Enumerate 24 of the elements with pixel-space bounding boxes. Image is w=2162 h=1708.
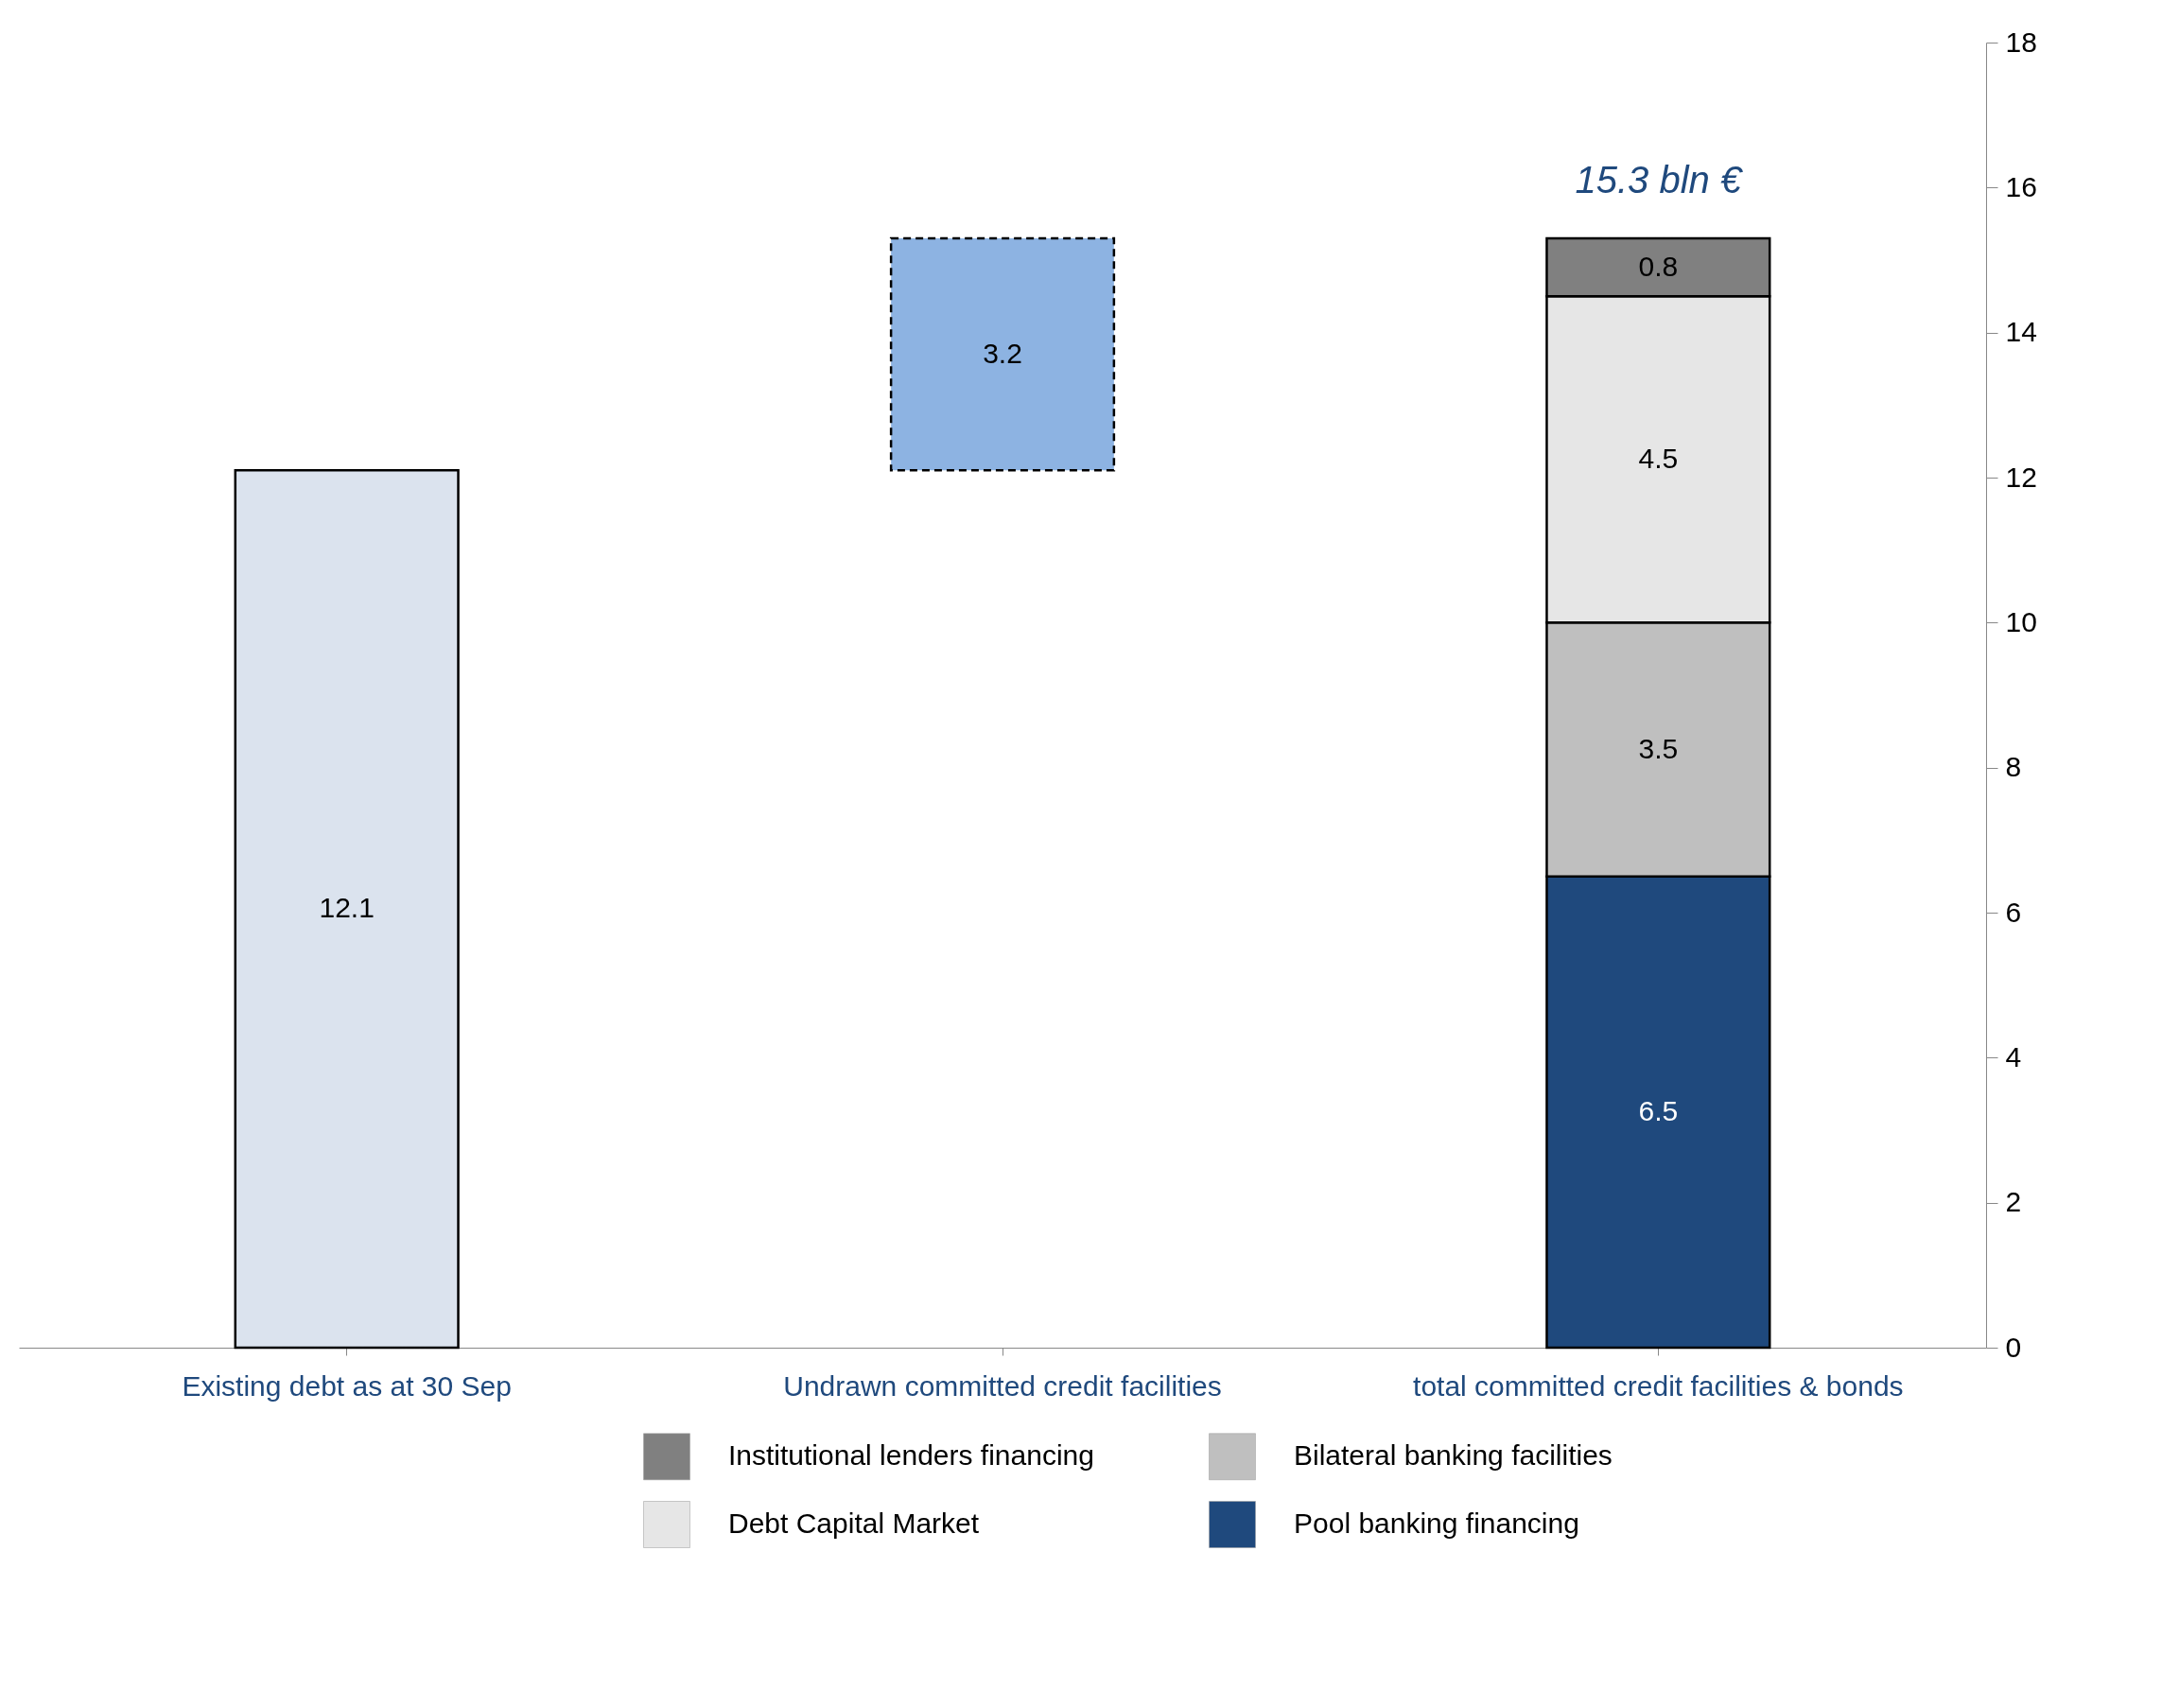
data-label: 4.5 [1638,442,1679,474]
legend-label: Debt Capital Market [728,1508,980,1539]
data-label: 3.2 [983,337,1022,369]
data-label: 6.5 [1638,1094,1679,1126]
data-label: 0.8 [1638,250,1679,282]
legend-label: Institutional lenders financing [728,1439,1094,1472]
total-label: 15.3 bln € [1575,159,1743,200]
y-tick-label: 8 [2005,751,2022,783]
y-tick-label: 14 [2005,316,2037,348]
x-tick-label: total committed credit facilities & bonds [1413,1369,1904,1402]
x-tick-label: Existing debt as at 30 Sep [182,1369,512,1402]
y-tick-label: 12 [2005,461,2037,493]
data-label: 3.5 [1638,732,1679,764]
x-tick-label: Undrawn committed credit facilities [783,1369,1222,1402]
y-tick-label: 6 [2005,896,2022,928]
y-tick-label: 10 [2005,605,2037,637]
y-tick-label: 18 [2005,26,2037,58]
data-label: 12.1 [319,892,375,924]
y-tick-label: 2 [2005,1186,2022,1218]
y-tick-label: 0 [2005,1331,2022,1363]
y-tick-label: 4 [2005,1040,2022,1072]
y-tick-label: 16 [2005,170,2037,202]
legend-label: Bilateral banking facilities [1294,1439,1613,1472]
legend-label: Pool banking financing [1294,1508,1579,1539]
